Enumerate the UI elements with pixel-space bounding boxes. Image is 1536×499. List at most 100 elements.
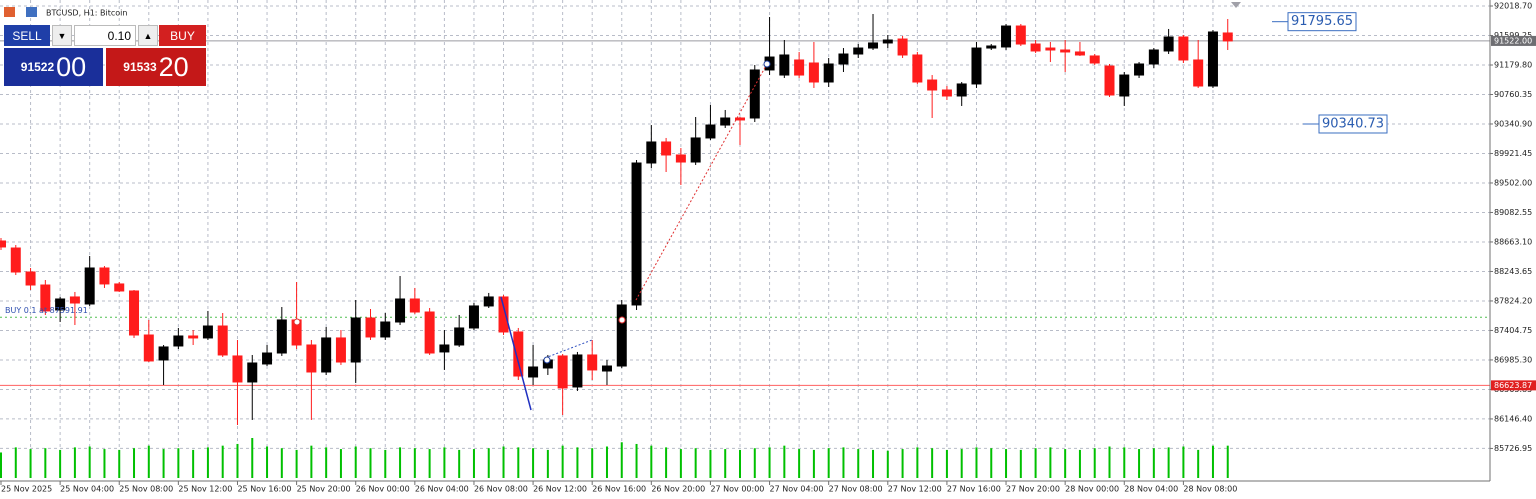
x-tick-label: 27 Nov 00:00 <box>710 485 764 494</box>
x-tick-label: 25 Nov 12:00 <box>178 485 232 494</box>
candle-body <box>794 59 805 76</box>
sell-button[interactable]: SELL <box>4 25 50 46</box>
candle-body <box>498 296 509 333</box>
icon <box>4 7 15 17</box>
y-tick-label: 91599.25 <box>1494 31 1532 40</box>
annotations: BUY 0.1 at 87591.91 91795.65 90340.73 <box>5 12 1388 315</box>
candle-body <box>986 45 997 49</box>
candle-body <box>882 39 893 44</box>
alert-label: 86623.87 <box>1494 381 1532 390</box>
candle-body <box>232 355 243 383</box>
order-label: BUY 0.1 at 87591.91 <box>5 306 88 315</box>
candle-body <box>114 283 125 292</box>
candle-body <box>409 298 420 313</box>
candles <box>0 13 1233 426</box>
alert-label-box <box>1491 380 1536 391</box>
trade-link <box>635 63 768 301</box>
candle-body <box>528 366 539 378</box>
bid-label-box <box>1491 35 1536 46</box>
trade-marker <box>763 60 771 68</box>
y-tick-label: 90760.35 <box>1494 90 1532 99</box>
y-tick-label: 90340.90 <box>1494 119 1532 128</box>
candle-body <box>853 47 864 55</box>
x-tick-label: 25 Nov 20:00 <box>297 485 351 494</box>
candle-body <box>262 352 273 365</box>
x-tick-label: 27 Nov 20:00 <box>1006 485 1060 494</box>
x-tick-label: 26 Nov 04:00 <box>415 485 469 494</box>
candle-body <box>188 335 199 339</box>
y-tick-label: 91179.80 <box>1494 60 1532 69</box>
candle-body <box>69 296 80 304</box>
bid-price[interactable]: 91522 00 <box>4 48 103 86</box>
bid-label: 91522.00 <box>1494 36 1532 45</box>
candle-body <box>1193 59 1204 87</box>
candle-body <box>735 117 745 121</box>
candle-body <box>99 267 110 285</box>
ask-price[interactable]: 91533 20 <box>106 48 206 86</box>
shift-marker <box>1231 2 1241 8</box>
candle-body <box>1001 25 1012 48</box>
x-tick-label: 26 Nov 00:00 <box>356 485 410 494</box>
trade-panel: SELL ▼ 0.10 ▲ BUY 91522 00 91533 20 <box>4 25 206 86</box>
price-label: 90340.73 <box>1322 116 1384 131</box>
candle-body <box>1060 49 1071 53</box>
lot-down[interactable]: ▼ <box>52 25 72 46</box>
candle-body <box>749 69 760 119</box>
price-label-box <box>1318 114 1388 134</box>
candle-body <box>572 354 583 388</box>
candle-body <box>350 317 361 363</box>
candle-body <box>276 319 287 354</box>
candle-body <box>1104 65 1115 96</box>
buy-button[interactable]: BUY <box>159 25 206 46</box>
lot-input[interactable]: 0.10 <box>74 25 136 46</box>
x-tick-label: 27 Nov 16:00 <box>947 485 1001 494</box>
candle-body <box>395 298 406 323</box>
candle-body <box>0 240 6 248</box>
candle-body <box>1222 32 1233 42</box>
candle-body <box>173 335 184 347</box>
y-tick-label: 92018.70 <box>1494 1 1532 10</box>
candle-body <box>143 334 154 362</box>
candle-body <box>1030 43 1041 52</box>
y-tick-label: 86146.40 <box>1494 414 1532 423</box>
candle-body <box>927 79 938 91</box>
x-tick-label: 28 Nov 08:00 <box>1183 485 1237 494</box>
levels <box>0 40 1490 386</box>
ask-pips: 20 <box>158 51 189 82</box>
ask-main: 91533 <box>123 60 157 74</box>
candle-body <box>1074 51 1085 56</box>
candle-body <box>10 247 21 273</box>
candle-body <box>897 38 908 56</box>
price-label-box <box>1287 12 1357 32</box>
x-tick-label: 26 Nov 20:00 <box>651 485 705 494</box>
trade-link <box>544 339 593 359</box>
candle-body <box>1178 36 1189 61</box>
x-tick-label: 26 Nov 08:00 <box>474 485 528 494</box>
drawings <box>293 2 1241 411</box>
x-tick-label: 27 Nov 04:00 <box>770 485 824 494</box>
trade-marker <box>618 316 626 324</box>
candle-body <box>941 89 952 97</box>
candle-body <box>380 321 391 338</box>
candle-body <box>720 117 731 126</box>
candle-body <box>1134 63 1145 76</box>
candle-body <box>557 355 568 389</box>
y-tick-label: 87824.20 <box>1494 296 1532 305</box>
y-tick-label: 85726.95 <box>1494 444 1532 453</box>
candle-body <box>912 54 923 83</box>
candle-body <box>513 331 524 377</box>
candle-body <box>823 63 834 83</box>
candle-body <box>675 154 686 163</box>
candle-body <box>424 311 435 354</box>
candle-body <box>705 124 716 139</box>
x-tick-label: 28 Nov 00:00 <box>1065 485 1119 494</box>
candle-body <box>1089 55 1100 64</box>
candle-body <box>868 42 879 49</box>
x-tick-label: 25 Nov 08:00 <box>119 485 173 494</box>
candle-body <box>838 53 849 65</box>
candle-body <box>808 62 819 83</box>
lot-up[interactable]: ▲ <box>138 25 158 46</box>
